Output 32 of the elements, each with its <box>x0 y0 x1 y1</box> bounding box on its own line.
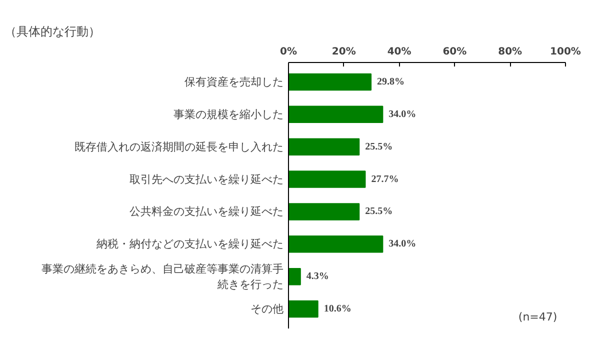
bar <box>288 300 318 318</box>
bar <box>288 236 384 253</box>
data-label: 4.3% <box>306 271 329 282</box>
data-label: 29.8% <box>377 76 405 88</box>
y-tick-label: 事業の継続をあきらめ、自己破産等事業の清算手続きを行った <box>42 262 284 291</box>
x-tick-label: 0% <box>280 46 297 58</box>
data-label: 10.6% <box>324 304 352 315</box>
y-tick-label: 既存借入れの返済期間の延長を申し入れた <box>74 140 284 154</box>
y-tick-label: 納税・納付などの支払いを繰り延べた <box>96 238 284 251</box>
bar <box>288 170 366 188</box>
y-tick-label: 保有資産を売却した <box>184 75 284 88</box>
bar <box>288 106 384 124</box>
data-label: 25.5% <box>365 206 393 218</box>
x-tick-label: 40% <box>387 46 412 58</box>
annotation: (n=47) <box>518 310 558 324</box>
data-label: 27.7% <box>371 174 399 185</box>
data-label: 25.5% <box>365 141 393 152</box>
x-tick-label: 100% <box>550 46 581 58</box>
y-tick-label: 公共料金の支払いを繰り延べた <box>130 205 284 218</box>
x-tick-label: 80% <box>498 46 522 58</box>
x-tick-label: 60% <box>442 46 467 58</box>
bar <box>288 73 372 91</box>
text: （具体的な行動） <box>4 24 100 38</box>
data-label: 34.0% <box>388 238 416 250</box>
y-tick-label: 事業の規模を縮小した <box>174 108 284 121</box>
y-tick-label: 取引先への支払いを繰り延べた <box>130 172 284 186</box>
bar <box>288 138 360 156</box>
x-tick-label: 20% <box>332 46 356 58</box>
y-tick-label: その他 <box>250 302 284 316</box>
bar <box>288 203 360 220</box>
data-label: 34.0% <box>388 108 416 120</box>
bar <box>288 268 301 286</box>
